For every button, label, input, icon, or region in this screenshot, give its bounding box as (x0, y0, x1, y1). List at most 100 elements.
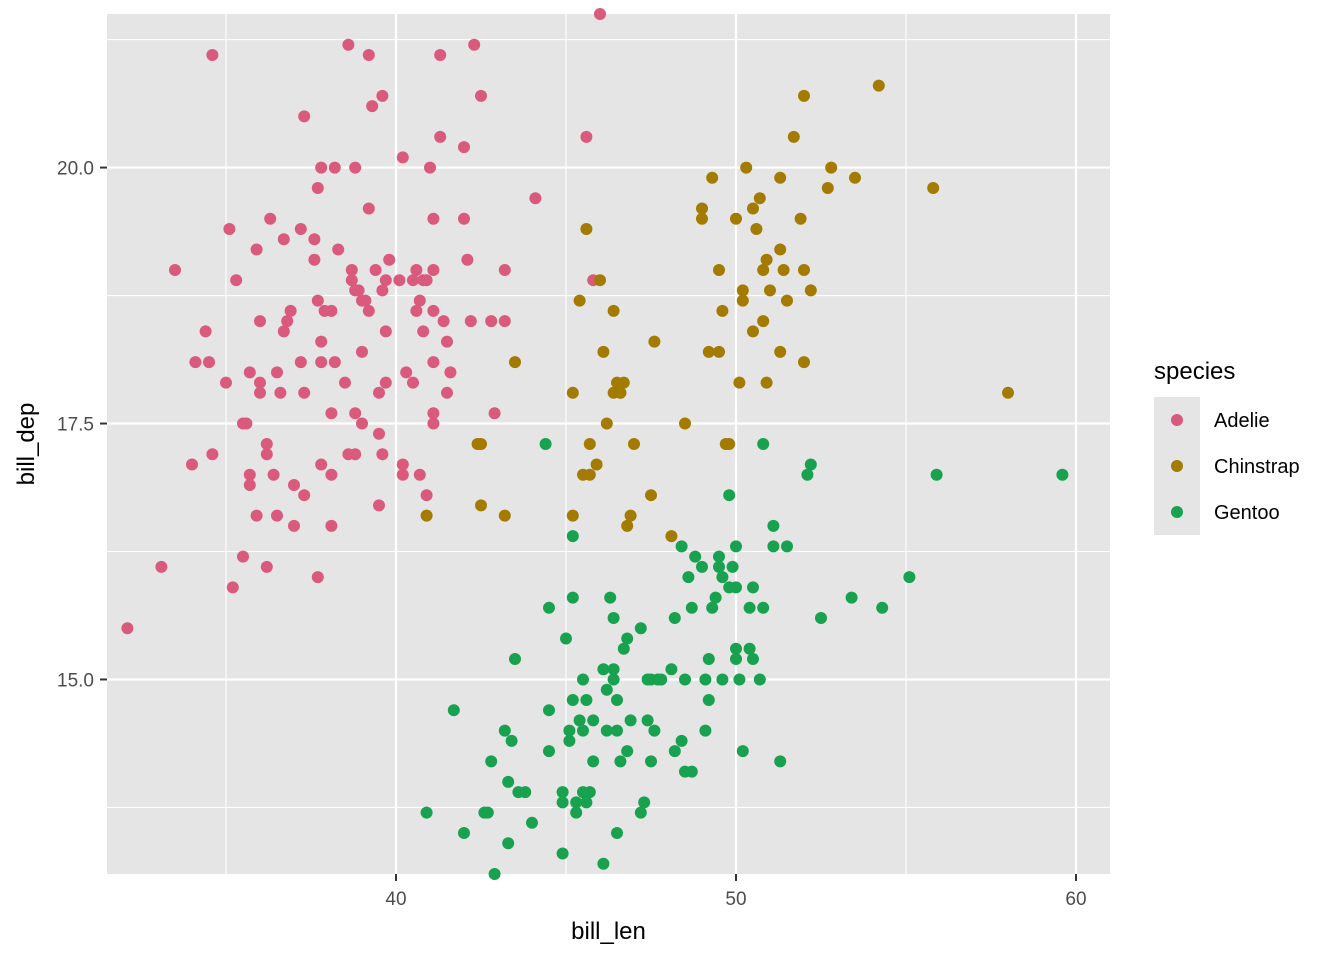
point-adelie (294, 356, 307, 369)
point-adelie (308, 253, 321, 266)
point-adelie (485, 315, 498, 328)
point-gentoo (903, 571, 916, 584)
point-gentoo (577, 673, 589, 686)
point-gentoo (733, 673, 746, 686)
point-gentoo (815, 612, 827, 625)
point-gentoo (675, 734, 688, 747)
point-gentoo (519, 786, 532, 799)
point-chinstrap (872, 79, 885, 92)
point-gentoo (600, 724, 613, 737)
point-gentoo (458, 827, 470, 840)
point-chinstrap (624, 509, 637, 522)
y-tick-label: 20.0 (57, 159, 94, 180)
y-axis-title: bill_dep (13, 403, 40, 486)
point-adelie (427, 212, 440, 225)
point-adelie (407, 274, 419, 287)
point-chinstrap (590, 458, 603, 471)
point-gentoo (668, 612, 681, 625)
point-chinstrap (753, 192, 766, 205)
point-gentoo (634, 806, 647, 819)
point-gentoo (587, 755, 600, 768)
point-adelie (441, 335, 453, 348)
point-adelie (529, 192, 542, 205)
point-chinstrap (509, 356, 521, 369)
point-chinstrap (628, 438, 640, 450)
point-adelie (458, 212, 470, 225)
point-gentoo (876, 601, 889, 614)
point-gentoo (682, 571, 695, 584)
point-chinstrap (825, 161, 838, 174)
point-adelie (376, 284, 389, 297)
point-chinstrap (665, 530, 678, 543)
point-adelie (498, 263, 511, 276)
major-gridlines (107, 14, 1110, 874)
point-chinstrap (713, 345, 725, 358)
point-adelie (417, 325, 430, 338)
point-adelie (315, 356, 328, 369)
point-gentoo (526, 816, 538, 829)
point-gentoo (556, 796, 569, 809)
point-chinstrap (621, 519, 634, 532)
point-gentoo (634, 622, 647, 635)
point-adelie (332, 243, 345, 256)
point-adelie (250, 509, 263, 522)
point-gentoo (930, 468, 943, 481)
legend: species Adelie Chinstrap Gentoo (1154, 358, 1300, 535)
point-chinstrap (736, 284, 749, 297)
point-adelie (362, 48, 375, 61)
point-adelie (410, 263, 423, 276)
point-gentoo (566, 530, 579, 543)
point-gentoo (570, 806, 583, 819)
point-chinstrap (740, 161, 753, 174)
point-adelie (277, 325, 290, 338)
point-adelie (410, 304, 423, 317)
point-gentoo (604, 591, 617, 604)
point-adelie (155, 560, 168, 573)
point-adelie (458, 141, 470, 154)
point-gentoo (757, 438, 770, 450)
point-gentoo (736, 745, 749, 758)
point-chinstrap (696, 212, 708, 225)
point-gentoo (767, 540, 780, 553)
point-chinstrap (798, 263, 810, 276)
point-adelie (264, 212, 277, 225)
point-adelie (580, 130, 593, 143)
point-adelie (325, 519, 338, 532)
point-chinstrap (706, 171, 719, 184)
point-gentoo (716, 673, 729, 686)
point-chinstrap (617, 376, 630, 389)
point-adelie (260, 438, 273, 450)
point-adelie (352, 284, 365, 297)
point-adelie (169, 263, 181, 276)
legend-key-chinstrap (1171, 460, 1183, 472)
point-adelie (461, 253, 474, 266)
point-chinstrap (600, 417, 613, 430)
point-chinstrap (774, 171, 787, 184)
point-gentoo (607, 673, 620, 686)
point-gentoo (699, 724, 712, 737)
point-adelie (345, 274, 358, 287)
point-chinstrap (713, 263, 725, 276)
point-gentoo (747, 581, 759, 594)
point-gentoo (685, 765, 698, 778)
point-chinstrap (849, 171, 861, 184)
point-gentoo (743, 642, 756, 655)
point-adelie (376, 89, 389, 102)
point-chinstrap (702, 345, 715, 358)
point-gentoo (716, 571, 729, 584)
point-adelie (362, 202, 375, 215)
point-gentoo (543, 745, 555, 758)
point-adelie (427, 356, 440, 369)
point-chinstrap (566, 509, 579, 522)
point-adelie (203, 356, 215, 369)
point-chinstrap (750, 223, 763, 235)
point-adelie (254, 376, 266, 389)
point-chinstrap (798, 356, 810, 369)
point-adelie (325, 407, 338, 420)
point-chinstrap (716, 304, 729, 317)
point-gentoo (753, 673, 766, 686)
point-gentoo (556, 786, 569, 799)
point-chinstrap (597, 345, 610, 358)
point-adelie (325, 304, 338, 317)
plot-panel (107, 14, 1110, 874)
